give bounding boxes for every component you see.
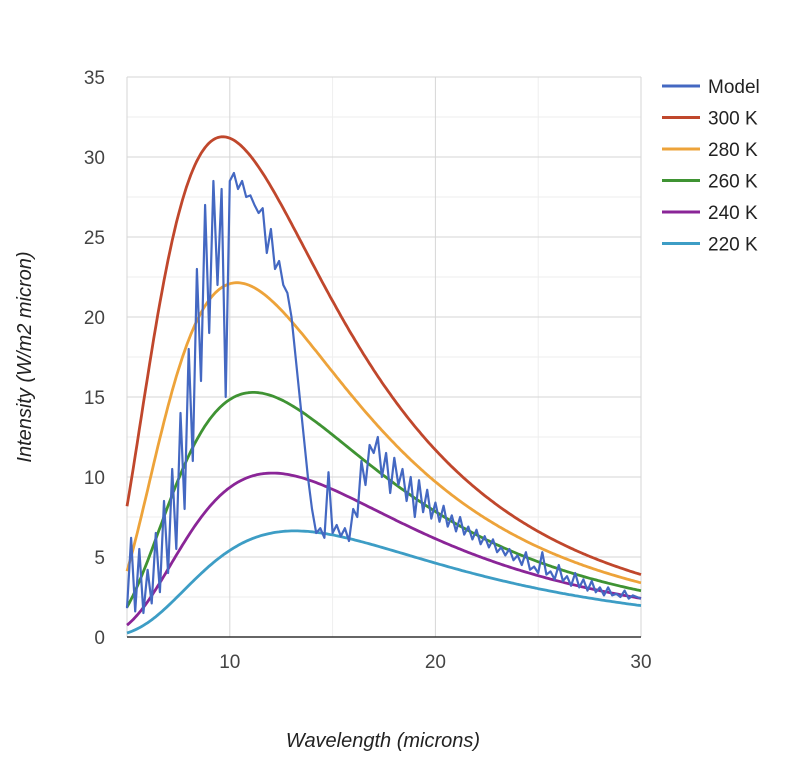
series-lines — [125, 135, 642, 635]
series-line-260-k — [125, 390, 642, 608]
legend-label: 300 K — [708, 109, 758, 130]
series-line-model — [125, 171, 642, 615]
series-line-300-k — [125, 135, 642, 576]
y-tick-label: 25 — [84, 228, 105, 249]
y-tick-label: 5 — [94, 548, 105, 569]
x-axis-title: Wavelength (microns) — [286, 730, 480, 752]
axes: 0 5 10 15 20 25 30 35 10 20 30 — [84, 68, 652, 673]
legend-label: 260 K — [708, 172, 758, 193]
y-tick-label: 35 — [84, 68, 105, 89]
x-tick-label: 30 — [630, 652, 651, 673]
y-tick-label: 15 — [84, 388, 105, 409]
legend-label: 240 K — [708, 203, 758, 224]
gridlines — [126, 76, 642, 638]
y-tick-label: 30 — [84, 148, 105, 169]
series-line-240-k — [126, 471, 642, 627]
legend-label: 220 K — [708, 235, 758, 256]
legend-label: Model — [708, 77, 760, 98]
legend-label: 280 K — [708, 140, 758, 161]
y-tick-label: 20 — [84, 308, 105, 329]
series-line-280-k — [125, 281, 642, 585]
y-axis-title: Intensity (W/m2 micron) — [14, 251, 36, 462]
x-tick-label: 20 — [425, 652, 446, 673]
series-line-220-k — [126, 529, 642, 635]
legend: Model 300 K 280 K 260 K 240 K 220 K — [662, 77, 760, 256]
y-tick-label: 10 — [84, 468, 105, 489]
x-tick-label: 10 — [219, 652, 240, 673]
y-tick-label: 0 — [94, 628, 105, 649]
